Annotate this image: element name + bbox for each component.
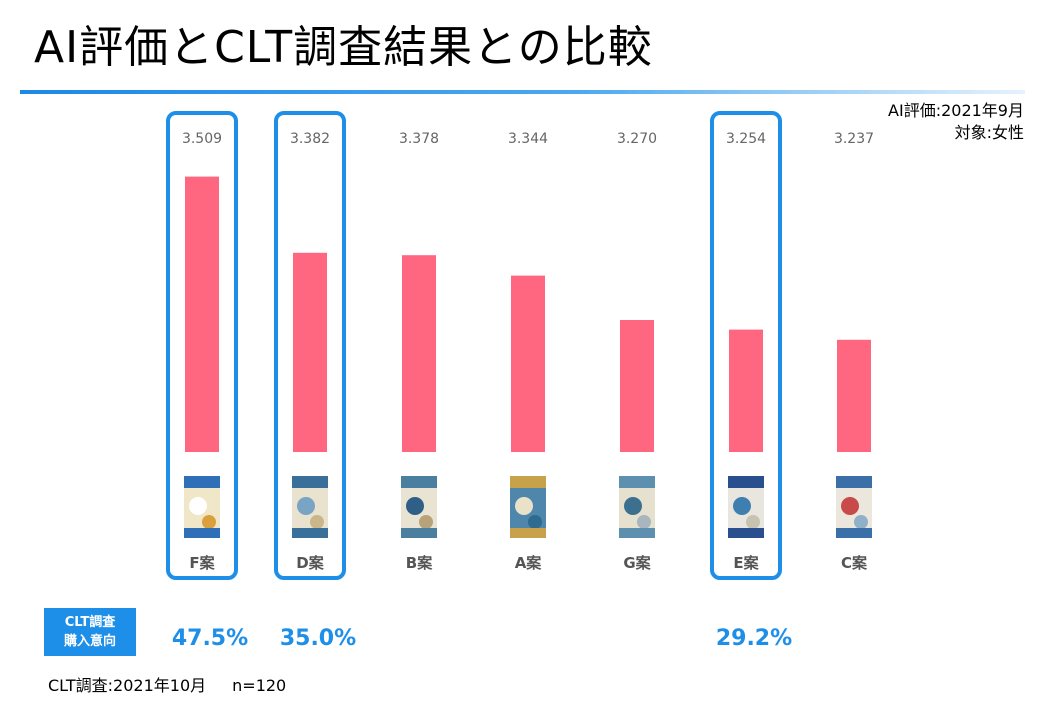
package-image-option-1	[184, 476, 220, 538]
clt-survey-date: CLT調査:2021年10月	[48, 676, 207, 695]
package-motif	[841, 497, 859, 515]
package-motif	[297, 497, 315, 515]
package-image-option-2	[292, 476, 328, 538]
package-base	[619, 528, 655, 538]
package-image-option-3	[401, 476, 437, 538]
category-label-option-5: G案	[623, 554, 651, 572]
package-motif	[746, 515, 760, 529]
bar-option-1	[185, 176, 219, 452]
package-motif	[419, 515, 433, 529]
package-band	[292, 476, 328, 488]
ai-eval-date: AI評価:2021年9月	[888, 101, 1024, 120]
clt-purchase-intent-badge: CLT調査 購入意向	[44, 608, 136, 656]
page-title: AI評価とCLT調査結果との比較	[34, 22, 653, 73]
package-image-option-6	[728, 476, 764, 538]
clt-purchase-intent-option-2: 35.0%	[280, 626, 356, 651]
clt-sample-size: n=120	[232, 676, 287, 695]
category-label-option-2: D案	[296, 554, 324, 572]
category-label-option-1: F案	[189, 554, 215, 572]
package-base	[401, 528, 437, 538]
category-label-option-4: A案	[515, 554, 543, 572]
package-motif	[310, 515, 324, 529]
category-label-option-7: C案	[841, 554, 868, 572]
package-motif	[733, 497, 751, 515]
package-motif	[637, 515, 651, 529]
clt-badge-line2: 購入意向	[63, 634, 116, 649]
package-base	[836, 528, 872, 538]
package-motif	[189, 497, 207, 515]
package-motif	[515, 497, 533, 515]
category-label-option-3: B案	[406, 554, 433, 572]
target-audience: 対象:女性	[954, 123, 1024, 142]
value-label-option-3: 3.378	[399, 131, 439, 147]
bar-option-5	[620, 320, 654, 452]
bar-option-6	[729, 329, 763, 452]
package-motif	[854, 515, 868, 529]
highlight-frame-option-2	[274, 111, 346, 580]
package-motif	[624, 497, 642, 515]
package-motif	[528, 515, 542, 529]
package-image-option-4	[510, 476, 546, 538]
value-label-option-6: 3.254	[726, 131, 766, 147]
bar-option-2	[293, 252, 327, 452]
package-image-option-7	[836, 476, 872, 538]
chart-meta: AI評価:2021年9月 対象:女性	[888, 100, 1024, 144]
highlight-frame-option-6	[710, 111, 782, 580]
package-image-option-5	[619, 476, 655, 538]
clt-purchase-intent-option-1: 47.5%	[172, 626, 248, 651]
package-band	[619, 476, 655, 488]
value-label-option-5: 3.270	[617, 131, 657, 147]
category-label-option-6: E案	[733, 554, 759, 572]
bar-option-4	[511, 275, 545, 452]
package-base	[184, 528, 220, 538]
package-motif	[202, 515, 216, 529]
clt-badge-line1: CLT調査	[64, 615, 116, 630]
bar-option-7	[837, 339, 871, 452]
highlight-frame-option-1	[166, 111, 238, 580]
value-label-option-7: 3.237	[834, 131, 874, 147]
title-divider	[20, 90, 1025, 94]
clt-purchase-intent-option-6: 29.2%	[716, 626, 792, 651]
package-base	[728, 528, 764, 538]
value-label-option-4: 3.344	[508, 131, 548, 147]
bar-option-3	[402, 255, 436, 452]
package-band	[510, 476, 546, 488]
value-label-option-2: 3.382	[290, 131, 330, 147]
package-band	[401, 476, 437, 488]
package-band	[728, 476, 764, 488]
package-base	[292, 528, 328, 538]
package-base	[510, 528, 546, 538]
clt-survey-note: CLT調査:2021年10月 n=120	[48, 672, 286, 696]
package-motif	[406, 497, 424, 515]
package-band	[184, 476, 220, 488]
value-label-option-1: 3.509	[182, 131, 222, 147]
package-band	[836, 476, 872, 488]
